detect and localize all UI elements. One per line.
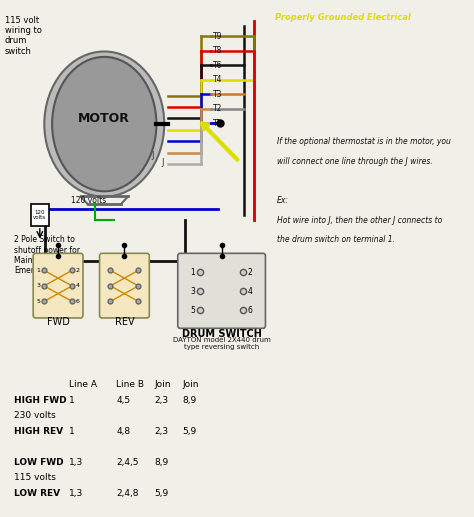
Text: DAYTON model 2X440 drum
type reversing switch: DAYTON model 2X440 drum type reversing s… xyxy=(173,337,271,350)
Text: J: J xyxy=(161,158,164,168)
Text: 2,4,8: 2,4,8 xyxy=(116,489,138,497)
Text: T3: T3 xyxy=(213,89,223,99)
Text: Line A: Line A xyxy=(69,380,97,389)
Text: 4: 4 xyxy=(76,283,80,288)
Text: T2: T2 xyxy=(213,104,223,113)
FancyBboxPatch shape xyxy=(33,253,83,318)
Text: 6: 6 xyxy=(248,306,253,315)
Text: Join: Join xyxy=(154,380,171,389)
Text: 230 volts: 230 volts xyxy=(14,411,56,420)
Text: If the optional thermostat is in the motor, you: If the optional thermostat is in the mot… xyxy=(277,137,451,146)
Text: Hot wire into J, then the other J connects to: Hot wire into J, then the other J connec… xyxy=(277,216,443,224)
Text: 3: 3 xyxy=(191,286,195,296)
Text: LOW FWD: LOW FWD xyxy=(14,458,64,466)
Text: 8,9: 8,9 xyxy=(154,458,168,466)
Text: MOTOR: MOTOR xyxy=(78,112,130,126)
FancyBboxPatch shape xyxy=(100,253,149,318)
Text: 1,3: 1,3 xyxy=(69,458,83,466)
Text: 2: 2 xyxy=(248,268,253,277)
Text: 3: 3 xyxy=(36,283,40,288)
FancyBboxPatch shape xyxy=(178,253,265,328)
Text: 4,5: 4,5 xyxy=(116,396,130,404)
Text: 2 Pole Switch to
shutoff power for
Maintenance or
Emergency: 2 Pole Switch to shutoff power for Maint… xyxy=(14,235,80,276)
Text: 5,9: 5,9 xyxy=(154,489,168,497)
Text: T1: T1 xyxy=(213,118,223,128)
Text: will connect one line through the J wires.: will connect one line through the J wire… xyxy=(277,157,433,165)
Text: 120
volts: 120 volts xyxy=(33,210,46,220)
Text: 1: 1 xyxy=(36,268,40,273)
Text: T6: T6 xyxy=(213,60,223,70)
Bar xyxy=(31,204,49,226)
Text: 1,3: 1,3 xyxy=(69,489,83,497)
Text: DRUM SWITCH: DRUM SWITCH xyxy=(182,329,262,339)
Text: 1: 1 xyxy=(191,268,195,277)
Text: LOW REV: LOW REV xyxy=(14,489,60,497)
Ellipse shape xyxy=(45,52,164,196)
Text: 5: 5 xyxy=(36,299,40,304)
Ellipse shape xyxy=(52,57,156,191)
Text: 1: 1 xyxy=(69,396,74,404)
Text: 1: 1 xyxy=(69,427,74,435)
Text: 5,9: 5,9 xyxy=(182,427,197,435)
Text: T9: T9 xyxy=(213,32,223,41)
Text: REV: REV xyxy=(115,317,134,327)
Text: T4: T4 xyxy=(213,75,223,84)
Text: 4,8: 4,8 xyxy=(116,427,130,435)
Text: Properly Grounded Electrical: Properly Grounded Electrical xyxy=(275,13,410,22)
Text: FWD: FWD xyxy=(46,317,70,327)
Text: 8,9: 8,9 xyxy=(182,396,197,404)
Text: J: J xyxy=(152,150,154,160)
Text: 2,4,5: 2,4,5 xyxy=(116,458,138,466)
Text: the drum switch on terminal 1.: the drum switch on terminal 1. xyxy=(277,235,395,244)
Text: T8: T8 xyxy=(213,46,223,55)
Text: 6: 6 xyxy=(76,299,80,304)
Text: 5: 5 xyxy=(191,306,195,315)
Text: HIGH FWD: HIGH FWD xyxy=(14,396,67,404)
Text: 2: 2 xyxy=(76,268,80,273)
Text: Ex:: Ex: xyxy=(277,196,289,205)
Text: HIGH REV: HIGH REV xyxy=(14,427,64,435)
Text: 4: 4 xyxy=(248,286,253,296)
Text: Join: Join xyxy=(182,380,199,389)
Text: 120 volts: 120 volts xyxy=(71,196,106,205)
Text: 2,3: 2,3 xyxy=(154,396,168,404)
Text: 115 volt
wiring to
drum
switch: 115 volt wiring to drum switch xyxy=(5,16,42,56)
Text: 115 volts: 115 volts xyxy=(14,473,56,482)
Text: 2,3: 2,3 xyxy=(154,427,168,435)
Text: Line B: Line B xyxy=(116,380,144,389)
